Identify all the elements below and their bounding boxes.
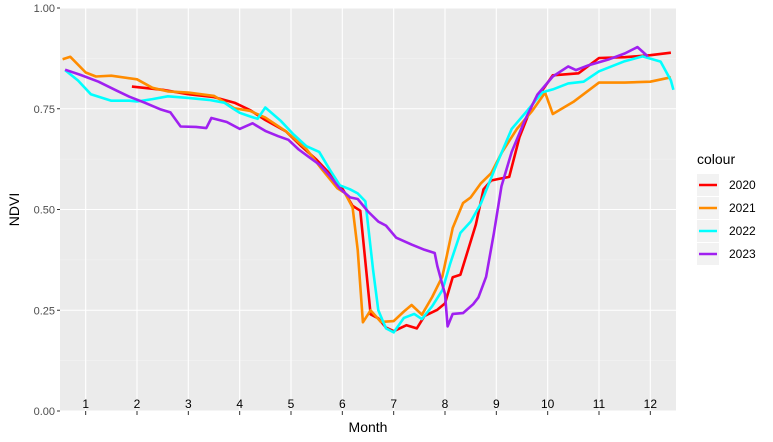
x-axis-title: Month bbox=[349, 419, 388, 435]
y-tick-label: 0.25 bbox=[34, 305, 55, 317]
month-labels: 1 2 3 4 5 6 7 8 9 10 11 12 bbox=[82, 397, 657, 411]
legend-title: colour bbox=[697, 151, 735, 167]
series-line-2023 bbox=[64, 45, 649, 328]
month-label: 6 bbox=[339, 397, 346, 411]
y-tick-label: 0.75 bbox=[34, 104, 55, 116]
y-tick-label: 0.00 bbox=[34, 406, 55, 418]
month-label: 12 bbox=[644, 397, 658, 411]
y-axis: 0.00 0.25 0.50 0.75 1.00 bbox=[34, 3, 60, 418]
month-label: 1 bbox=[82, 397, 89, 411]
legend: colour 2020 2021 2022 2023 bbox=[697, 151, 756, 265]
month-label: 10 bbox=[541, 397, 555, 411]
month-label: 3 bbox=[185, 397, 192, 411]
y-axis-title: NDVI bbox=[6, 193, 22, 226]
series-line-2021 bbox=[62, 55, 672, 324]
month-label: 4 bbox=[236, 397, 243, 411]
series-line-2022 bbox=[64, 55, 675, 334]
month-label: 9 bbox=[493, 397, 500, 411]
y-tick-label: 0.50 bbox=[34, 205, 55, 217]
month-label: 2 bbox=[134, 397, 141, 411]
month-label: 11 bbox=[593, 397, 606, 411]
series-lines bbox=[62, 45, 675, 334]
y-tick-label: 1.00 bbox=[34, 3, 55, 15]
legend-label: 2020 bbox=[729, 178, 756, 192]
legend-label: 2021 bbox=[729, 201, 756, 215]
month-label: 8 bbox=[442, 397, 449, 411]
legend-label: 2022 bbox=[729, 224, 756, 238]
month-label: 5 bbox=[288, 397, 295, 411]
month-label: 7 bbox=[390, 397, 397, 411]
x-axis bbox=[85, 411, 651, 415]
legend-label: 2023 bbox=[729, 247, 756, 261]
